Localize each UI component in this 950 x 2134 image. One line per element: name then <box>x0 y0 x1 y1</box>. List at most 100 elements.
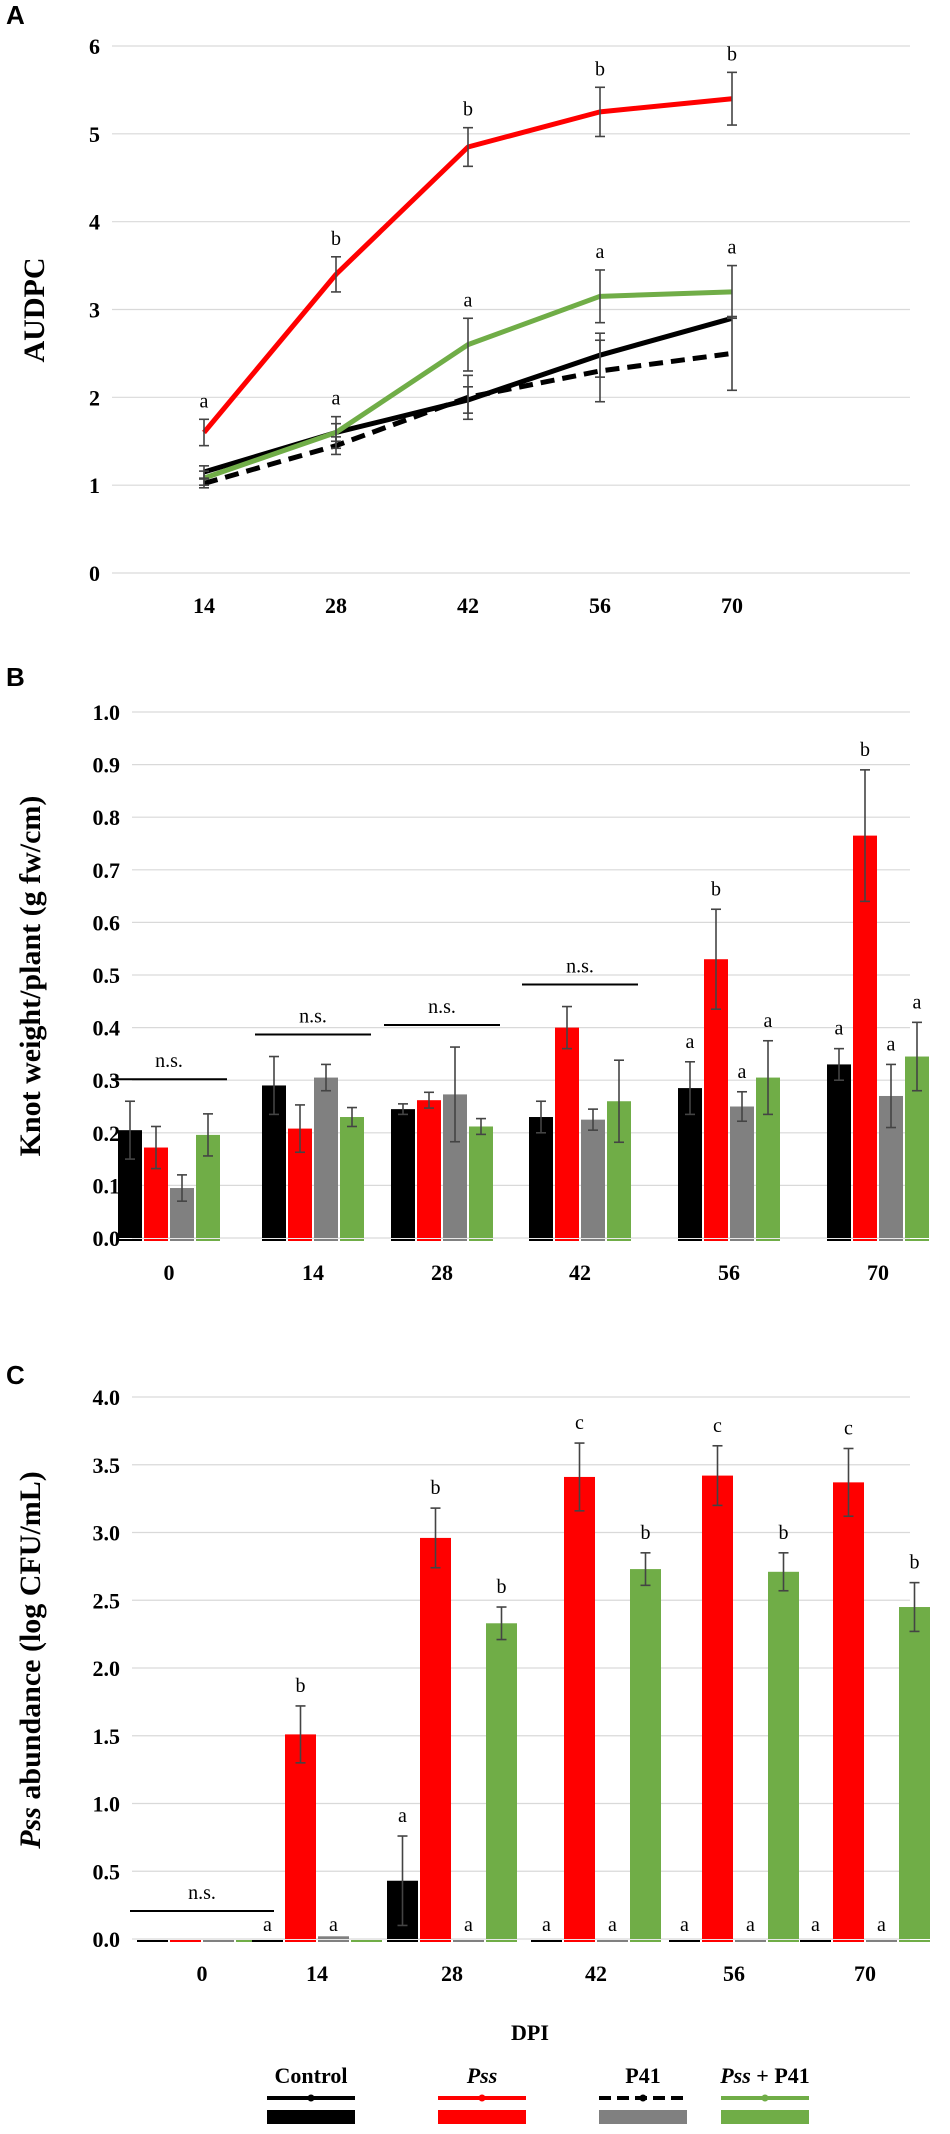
panel-c-x-tick-label: 14 <box>306 1961 328 1986</box>
panel-c-y-tick-label: 2.0 <box>93 1656 121 1681</box>
panel-a-y-tick-label: 5 <box>89 122 100 147</box>
panel-b-bar-baseline-mark <box>262 1239 286 1241</box>
panel-a-error-bar <box>727 264 737 320</box>
panel-b-bar-baseline-mark <box>529 1239 553 1241</box>
panel-c-bar <box>833 1482 864 1939</box>
panel-b-error-bar <box>912 1021 922 1092</box>
panel-b-error-bar <box>203 1113 213 1157</box>
panel-c-bar-baseline-mark <box>203 1940 234 1942</box>
panel-a-significance-label: b <box>463 99 473 121</box>
panel-b-bar-baseline-mark <box>730 1239 754 1241</box>
panel-c-x-tick-label: 42 <box>585 1961 607 1986</box>
panel-c-bar-baseline-mark <box>531 1940 562 1942</box>
panel-c-bar-baseline-mark <box>236 1940 267 1942</box>
panel-c-error-bar <box>397 1835 408 1927</box>
panel-b-y-tick-label: 0.7 <box>93 858 121 883</box>
panel-c-bar-baseline-mark <box>669 1940 700 1942</box>
panel-b-error-bar <box>588 1108 598 1131</box>
panel-b-x-tick-label: 28 <box>431 1260 453 1285</box>
panel-c-x-tick-label: 28 <box>441 1961 463 1986</box>
panel-b-significance-label: b <box>711 878 721 900</box>
panel-c-bar-baseline-mark <box>252 1940 283 1942</box>
panel-a-significance-label: b <box>331 228 341 250</box>
panel-b-bar <box>314 1077 338 1238</box>
panel-b-error-bar <box>886 1063 896 1129</box>
panel-b-significance-label: a <box>764 1010 773 1032</box>
panel-c-x-tick-label: 0 <box>197 1961 208 1986</box>
panel-b-ns-label: n.s. <box>428 996 456 1018</box>
panel-b-error-bar <box>834 1047 844 1081</box>
panel-a-x-tick-label: 70 <box>721 593 743 618</box>
panel-b-bar <box>555 1027 579 1238</box>
panel-b-bar-baseline-mark <box>469 1239 493 1241</box>
panel-b-bar <box>529 1117 553 1238</box>
panel-a-x-tick-label: 56 <box>589 593 611 618</box>
panel-a-x-tick-label: 14 <box>193 593 215 618</box>
panel-c-y-tick-label: 0.5 <box>93 1859 121 1884</box>
panel-a-error-bar <box>727 71 737 126</box>
legend-bar-sample <box>599 2110 687 2124</box>
panel-b-error-bar <box>614 1059 624 1144</box>
panel-c-bar-baseline-mark <box>866 1940 897 1942</box>
panel-b-error-bar <box>562 1005 572 1050</box>
panel-letter-b: B <box>6 662 25 692</box>
panel-c-significance-label: b <box>497 1576 507 1598</box>
panel-b-y-tick-label: 0.4 <box>93 1016 121 1041</box>
panel-b-bar-baseline-mark <box>756 1239 780 1241</box>
legend-marker-dot <box>761 2094 769 2102</box>
panel-b-bar <box>827 1064 851 1238</box>
panel-a-y-tick-label: 1 <box>89 473 100 498</box>
panel-a-error-bar <box>331 255 341 293</box>
panel-c-bar-baseline-mark <box>564 1940 595 1942</box>
panel-b-y-axis-label: Knot weight/plant (g fw/cm) <box>14 796 47 1157</box>
panel-c-bar-baseline-mark <box>702 1940 733 1942</box>
panel-c-bar <box>318 1936 349 1939</box>
panel-c-significance-label: a <box>746 1914 755 1936</box>
panel-b-ns-label: n.s. <box>299 1006 327 1028</box>
panel-c-y-tick-label: 1.0 <box>93 1792 121 1817</box>
panel-b-bar-baseline-mark <box>170 1239 194 1241</box>
panel-a-significance-label: a <box>728 237 737 259</box>
panel-b-bar-baseline-mark <box>853 1239 877 1241</box>
panel-b-bar-baseline-mark <box>704 1239 728 1241</box>
panel-b-bar-baseline-mark <box>827 1239 851 1241</box>
legend-pss-p41-label: Pss + P41 <box>719 2063 810 2088</box>
panel-c-bar-chart: 0.0 0.5 1.0 1.5 2.0 2.5 3.0 3.5 4.0 0 n.s. 14 a b a 28 a… <box>93 1385 930 1986</box>
panel-b-error-bar <box>398 1103 408 1116</box>
panel-b-y-tick-label: 0.9 <box>93 753 121 778</box>
panel-a-error-bar <box>463 126 473 168</box>
panel-c-bar-baseline-mark <box>768 1940 799 1942</box>
panel-b-bar <box>417 1100 441 1238</box>
panel-c-bar <box>768 1571 799 1939</box>
panel-b-bar-baseline-mark <box>118 1239 142 1241</box>
panel-b-error-bar <box>295 1104 305 1154</box>
panel-a-significance-label: b <box>595 58 605 80</box>
panel-b-significance-label: a <box>686 1031 695 1053</box>
legend: Control Pss P41 Pss + P41 <box>267 2063 810 2124</box>
panel-a-x-tick-label: 42 <box>457 593 479 618</box>
panel-a-error-bar <box>463 385 473 414</box>
panel-c-bar-baseline-mark <box>453 1940 484 1942</box>
panel-b-bar <box>469 1126 493 1238</box>
panel-b-y-tick-label: 0.2 <box>93 1121 121 1146</box>
panel-c-y-tick-label: 3.5 <box>93 1453 121 1478</box>
panel-c-significance-label: b <box>431 1477 441 1499</box>
panel-c-bar-baseline-mark <box>735 1940 766 1942</box>
panel-a-error-bar <box>199 470 209 486</box>
panel-c-bar-baseline-mark <box>597 1940 628 1942</box>
panel-c-error-bar <box>295 1705 306 1764</box>
panel-b-bar-baseline-mark <box>391 1239 415 1241</box>
panel-b-bar-baseline-mark <box>581 1239 605 1241</box>
panel-b-error-bar <box>737 1090 747 1123</box>
panel-a-y-tick-label: 2 <box>89 385 100 410</box>
panel-a-error-bar <box>595 332 605 378</box>
legend-marker-dot <box>639 2094 647 2102</box>
panel-b-bar-baseline-mark <box>417 1239 441 1241</box>
panel-b-bar <box>730 1106 754 1238</box>
panel-c-bar <box>899 1607 930 1939</box>
panel-c-ns-label: n.s. <box>188 1882 216 1904</box>
panel-c-error-bar <box>496 1606 507 1641</box>
panel-b-error-bar <box>536 1100 546 1134</box>
panel-b-bar-baseline-mark <box>340 1239 364 1241</box>
